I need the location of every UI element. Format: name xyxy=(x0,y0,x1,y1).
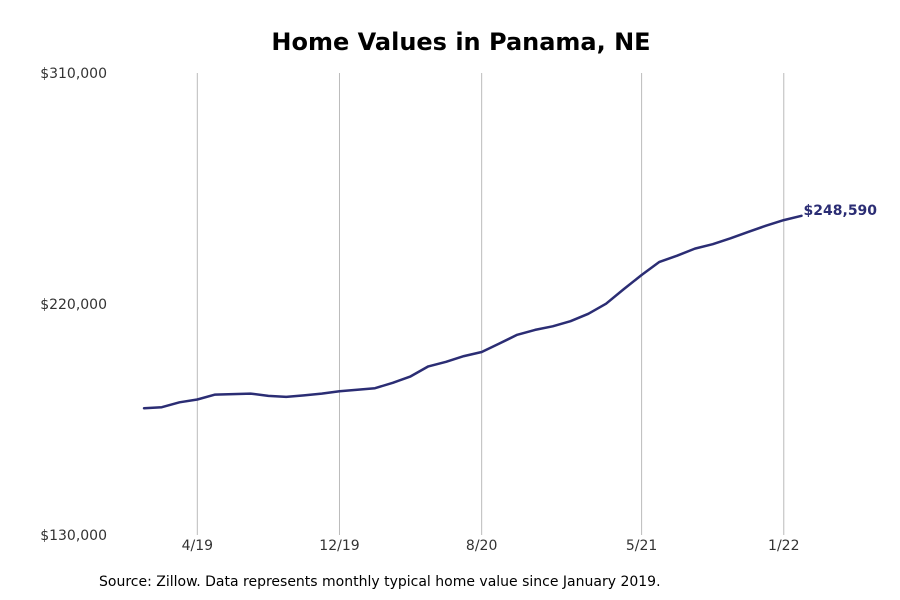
x-tick-label: 12/19 xyxy=(319,538,359,554)
end-value-label: $248,590 xyxy=(804,203,878,219)
x-tick-label: 5/21 xyxy=(626,538,657,554)
y-tick-label: $220,000 xyxy=(40,297,107,313)
source-note: Source: Zillow. Data represents monthly … xyxy=(99,574,661,590)
y-tick-label: $130,000 xyxy=(40,528,107,544)
x-tick-label: 4/19 xyxy=(182,538,213,554)
x-tick-label: 1/22 xyxy=(768,538,799,554)
series-layer: $248,590 xyxy=(142,203,878,410)
chart-title: Home Values in Panama, NE xyxy=(271,28,651,56)
x-tick-label: 8/20 xyxy=(466,538,497,554)
y-axis-ticks: $130,000 $220,000 $310,000 xyxy=(40,66,107,544)
y-tick-label: $310,000 xyxy=(40,66,107,82)
series-line xyxy=(142,214,803,410)
x-axis-ticks: 4/19 12/19 8/20 5/21 1/22 xyxy=(182,538,800,554)
gridlines xyxy=(196,73,785,535)
